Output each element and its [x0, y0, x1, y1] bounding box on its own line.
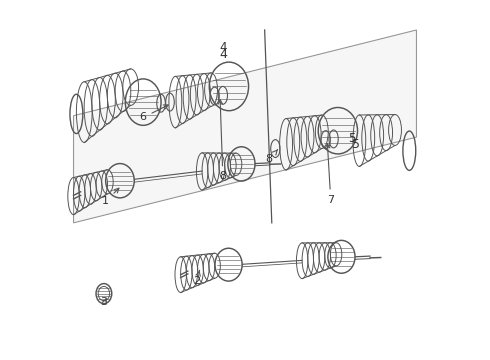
- Text: 6: 6: [140, 105, 168, 122]
- Text: 8: 8: [266, 150, 277, 164]
- Text: 3: 3: [100, 297, 107, 307]
- Text: 2: 2: [193, 270, 200, 286]
- Text: 1: 1: [102, 188, 119, 206]
- Text: 4: 4: [220, 41, 227, 54]
- Text: 8: 8: [218, 100, 226, 181]
- Text: 7: 7: [325, 144, 334, 204]
- Text: 5: 5: [348, 132, 356, 145]
- Text: 4: 4: [220, 49, 227, 62]
- Text: 5: 5: [352, 138, 360, 151]
- Polygon shape: [74, 30, 416, 223]
